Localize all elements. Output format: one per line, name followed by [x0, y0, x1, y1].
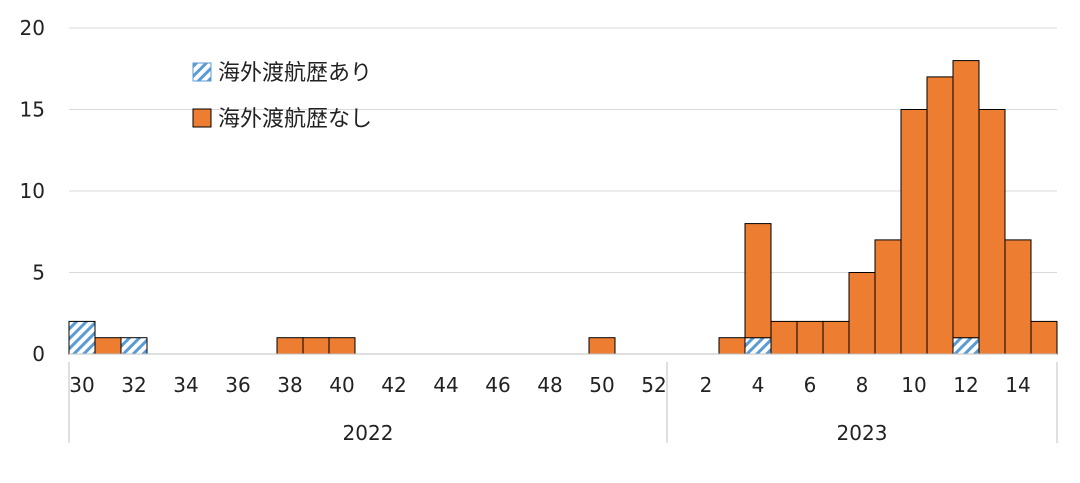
- bar-travel-no: [900, 109, 928, 355]
- bar-travel-no: [952, 60, 980, 339]
- x-tick-label: 50: [589, 373, 614, 397]
- x-tick-label: 40: [329, 373, 354, 397]
- legend-swatch-travel-no: [192, 108, 212, 128]
- bar-travel-no: [1004, 239, 1032, 355]
- x-tick-label: 52: [641, 373, 666, 397]
- y-tick-label: 5: [32, 261, 45, 285]
- y-tick-label: 20: [20, 16, 45, 40]
- x-tick-label: 44: [433, 373, 458, 397]
- bar-travel-no: [588, 337, 616, 355]
- x-tick-label: 32: [121, 373, 146, 397]
- x-tick-label: 34: [173, 373, 198, 397]
- x-tick-label: 8: [856, 373, 869, 397]
- bar-travel-no: [328, 337, 356, 355]
- legend-label-travel-yes: 海外渡航歴あり: [218, 61, 372, 86]
- bar-travel-no: [94, 337, 122, 355]
- bar-travel-no: [822, 320, 850, 355]
- bar-travel-yes: [120, 337, 148, 355]
- bar-travel-no: [926, 76, 954, 355]
- bar-travel-no: [718, 337, 746, 355]
- year-group-label: 2023: [837, 421, 888, 445]
- legend-swatch-travel-yes: [192, 62, 212, 82]
- x-tick-label: 42: [381, 373, 406, 397]
- year-group-label: 2022: [343, 421, 394, 445]
- y-tick-label: 10: [20, 179, 45, 203]
- x-tick-label: 12: [953, 373, 978, 397]
- x-tick-label: 46: [485, 373, 510, 397]
- bar-travel-no: [302, 337, 330, 355]
- bars: [68, 60, 1058, 355]
- bar-travel-no: [276, 337, 304, 355]
- bar-travel-no: [848, 272, 876, 355]
- bar-travel-no: [770, 320, 798, 355]
- x-tick-label: 48: [537, 373, 562, 397]
- x-tick-label: 36: [225, 373, 250, 397]
- x-tick-label: 6: [804, 373, 817, 397]
- bar-travel-no: [1030, 320, 1058, 355]
- x-tick-label: 30: [69, 373, 94, 397]
- legend: 海外渡航歴あり 海外渡航歴なし: [192, 61, 372, 132]
- legend-label-travel-no: 海外渡航歴なし: [218, 107, 372, 132]
- y-tick-label: 0: [32, 342, 45, 366]
- bar-travel-yes: [952, 337, 980, 355]
- bar-travel-no: [874, 239, 902, 355]
- x-tick-label: 14: [1005, 373, 1030, 397]
- bar-travel-yes: [68, 320, 96, 355]
- bar-travel-no: [978, 109, 1006, 355]
- x-tick-label: 2: [700, 373, 713, 397]
- x-tick-label: 10: [901, 373, 926, 397]
- bar-travel-no: [796, 320, 824, 355]
- bar-travel-no: [744, 223, 772, 339]
- x-tick-label: 4: [752, 373, 765, 397]
- bar-travel-yes: [744, 337, 772, 355]
- y-tick-label: 15: [20, 98, 45, 122]
- x-tick-label: 38: [277, 373, 302, 397]
